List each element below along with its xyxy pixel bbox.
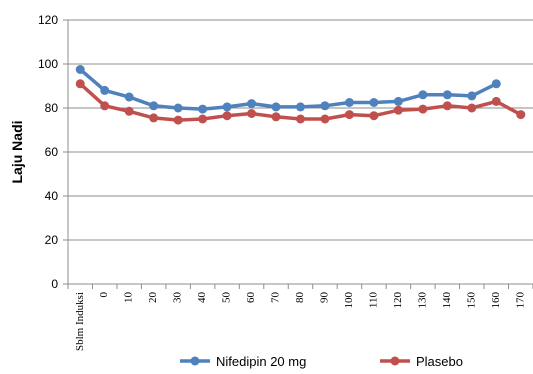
x-tick-label: 0 xyxy=(98,292,110,298)
data-point xyxy=(320,101,330,111)
x-tick-label: 10 xyxy=(123,292,135,304)
data-point xyxy=(344,110,354,120)
x-tick-label: 70 xyxy=(270,292,282,304)
data-point xyxy=(149,113,159,123)
y-axis-title: Laju Nadi xyxy=(9,120,25,183)
data-point xyxy=(491,79,501,89)
data-point xyxy=(100,85,110,95)
y-tick-labels: 0 20 40 60 80 100 120 xyxy=(38,13,58,291)
data-point xyxy=(75,79,85,89)
legend-swatch-marker xyxy=(390,356,400,366)
x-tick-labels: Sblm Induksi 0 10 20 30 40 50 60 70 80 90 100 110 120… xyxy=(74,291,527,350)
data-point xyxy=(418,104,428,114)
y-tick-label: 0 xyxy=(51,277,58,291)
x-tick-label: 60 xyxy=(245,292,257,304)
x-tick-label: 170 xyxy=(514,292,526,309)
data-point xyxy=(198,104,208,114)
data-point xyxy=(369,98,379,107)
x-tick-label: 140 xyxy=(441,292,453,309)
legend-label: Nifedipin 20 mg xyxy=(216,354,306,369)
series xyxy=(75,65,526,125)
data-point xyxy=(173,103,183,113)
data-point xyxy=(296,114,305,124)
data-point xyxy=(222,111,232,121)
data-point xyxy=(369,111,379,121)
gridlines xyxy=(68,19,533,241)
x-tick-label: 20 xyxy=(147,292,159,304)
data-point xyxy=(271,102,281,112)
x-tick-label: 100 xyxy=(343,292,355,309)
y-tick-label: 100 xyxy=(38,57,58,71)
y-tick-label: 80 xyxy=(45,101,59,115)
data-point xyxy=(418,90,428,100)
x-tick-label: 160 xyxy=(490,291,502,308)
y-tick-label: 40 xyxy=(45,189,59,203)
x-tick-label: 150 xyxy=(465,292,477,309)
data-point xyxy=(100,101,110,111)
series-0 xyxy=(75,65,501,114)
x-tick-label: 50 xyxy=(221,292,233,304)
data-point xyxy=(393,105,403,115)
data-point xyxy=(247,109,257,118)
legend-swatch-marker xyxy=(190,356,200,366)
data-point xyxy=(124,106,134,116)
legend: Nifedipin 20 mg Plasebo xyxy=(180,354,463,369)
legend-item: Nifedipin 20 mg xyxy=(180,354,306,369)
x-tick-label: 120 xyxy=(392,292,404,309)
legend-label: Plasebo xyxy=(416,354,463,369)
x-tick-label: Sblm Induksi xyxy=(74,292,86,351)
legend-item: Plasebo xyxy=(380,354,463,369)
x-tick-label: 90 xyxy=(319,292,331,304)
data-point xyxy=(516,110,526,120)
x-tick-label: 80 xyxy=(294,292,306,304)
y-tick-label: 20 xyxy=(45,233,59,247)
axes xyxy=(63,19,533,289)
x-tick-label: 130 xyxy=(416,292,428,309)
data-point xyxy=(344,98,354,107)
data-point xyxy=(222,102,232,112)
data-point xyxy=(124,92,134,102)
y-tick-label: 60 xyxy=(45,145,59,159)
data-point xyxy=(149,101,159,111)
data-point xyxy=(173,115,183,125)
series-1 xyxy=(75,79,526,125)
data-point xyxy=(296,102,305,112)
data-point xyxy=(75,65,85,74)
y-tick-label: 120 xyxy=(38,13,58,27)
series-line xyxy=(79,68,498,111)
data-point xyxy=(271,112,281,122)
x-tick-label: 110 xyxy=(367,292,379,309)
x-tick-label: 30 xyxy=(172,292,184,304)
data-point xyxy=(393,96,403,106)
data-point xyxy=(442,90,452,100)
data-point xyxy=(247,99,257,109)
data-point xyxy=(467,91,477,101)
data-point xyxy=(491,96,501,106)
data-point xyxy=(467,103,477,113)
data-point xyxy=(320,114,330,124)
data-point xyxy=(198,114,208,124)
data-point xyxy=(442,101,452,111)
x-tick-label: 40 xyxy=(196,292,208,304)
